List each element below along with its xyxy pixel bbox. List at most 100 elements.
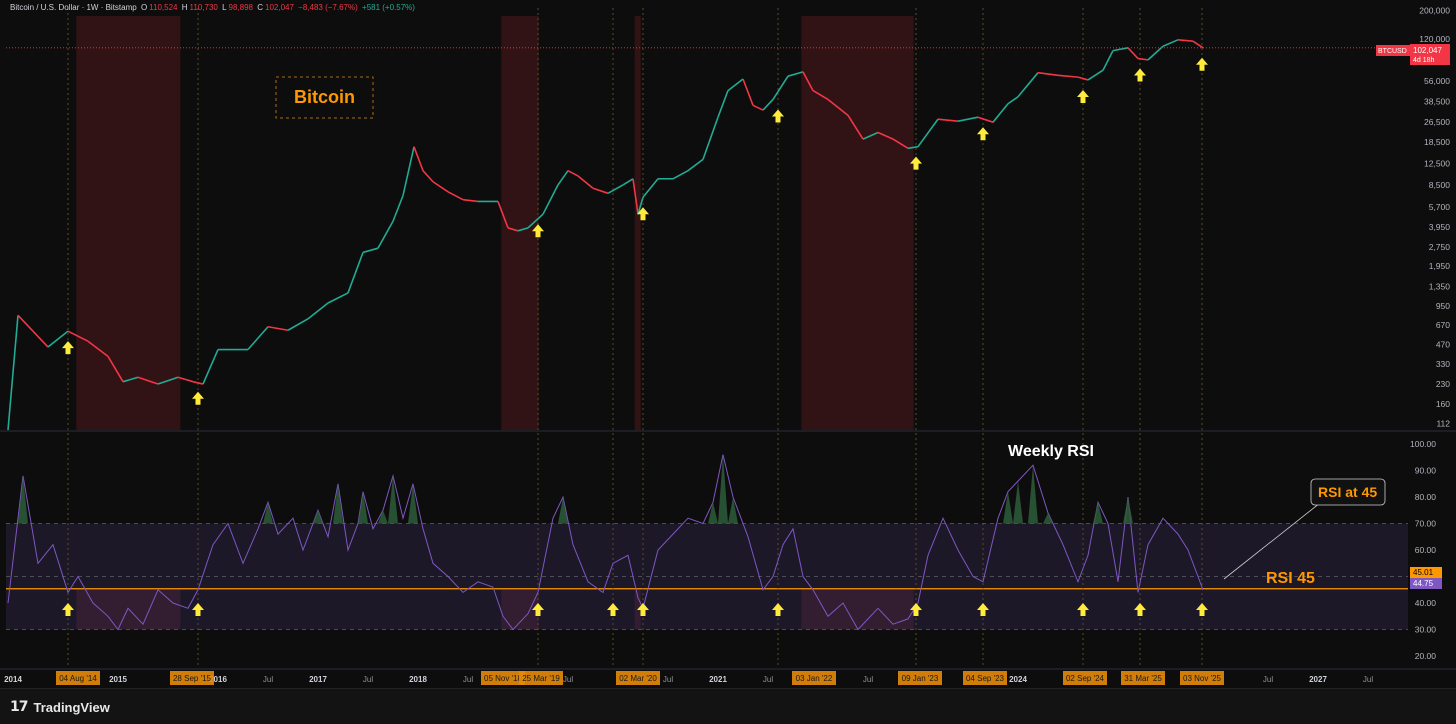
- rsi-overbought-fill: [708, 502, 718, 524]
- price-segment: [1137, 57, 1149, 61]
- price-segment: [717, 90, 729, 118]
- price-axis-tick: 38,500: [1424, 97, 1450, 107]
- price-segment: [107, 355, 124, 383]
- time-axis-label: Jul: [1363, 675, 1373, 684]
- brand-name: TradingView: [33, 699, 110, 715]
- date-tag: [1121, 671, 1165, 685]
- rsi-line: [7, 454, 1204, 631]
- time-axis-label: Jul: [563, 675, 573, 684]
- bitcoin-label: Bitcoin: [294, 87, 355, 107]
- price-segment: [637, 197, 644, 215]
- price-segment: [507, 227, 519, 232]
- rsi-arrow-icon: [977, 603, 989, 616]
- price-segment: [577, 175, 594, 189]
- time-axis-label: 2016: [209, 675, 227, 684]
- price-segment: [7, 315, 19, 431]
- time-axis-label: Jul: [363, 675, 373, 684]
- price-segment: [1102, 50, 1114, 71]
- price-segment: [1162, 39, 1179, 47]
- close-label: C: [257, 3, 264, 12]
- price-axis-tick: 330: [1436, 359, 1450, 369]
- price-segment: [827, 98, 849, 116]
- bear-zone-0: [76, 16, 181, 430]
- price-segment: [1057, 74, 1079, 78]
- rsi-overbought-fill: [408, 483, 418, 524]
- extra-change-value: +581 (+0.57%): [362, 3, 415, 12]
- date-tag-text: 03 Nov '25: [1183, 674, 1222, 683]
- price-segment: [977, 116, 994, 123]
- price-badge: [1410, 44, 1450, 65]
- price-segment: [557, 170, 569, 186]
- price-segment: [772, 75, 789, 100]
- price-segment: [1037, 71, 1059, 77]
- rsi-overbought-fill: [1043, 512, 1053, 524]
- price-segment: [202, 349, 219, 385]
- price-segment: [702, 116, 719, 160]
- price-arrow-icon: [192, 391, 204, 405]
- rsi-arrow-icon: [192, 603, 204, 616]
- rsi-45-label: RSI 45: [1266, 570, 1315, 587]
- price-axis-tick: 950: [1436, 301, 1450, 311]
- rsi-arrow-icon: [607, 603, 619, 616]
- price-axis-tick: 8,500: [1429, 180, 1451, 190]
- price-axis-tick: 18,500: [1424, 137, 1450, 147]
- price-segment: [622, 178, 634, 186]
- price-segment: [957, 116, 979, 122]
- date-tag-text: 09 Jan '23: [902, 674, 939, 683]
- price-segment: [307, 302, 329, 320]
- price-segment: [1192, 40, 1204, 49]
- price-segment: [1127, 47, 1139, 60]
- price-segment: [347, 252, 364, 294]
- rsi-overbought-fill: [728, 497, 738, 524]
- price-segment: [47, 330, 69, 348]
- high-value: 110,730: [189, 3, 218, 12]
- rsi-axis-tick: 30.00: [1415, 625, 1437, 635]
- date-tag-text: 03 Jan '22: [796, 674, 833, 683]
- time-axis-label: 2021: [709, 675, 727, 684]
- price-arrow-icon: [1196, 57, 1208, 71]
- price-segment: [567, 169, 579, 177]
- price-axis-tick: 5,700: [1429, 202, 1451, 212]
- date-tag-text: 25 Mar '19: [522, 674, 560, 683]
- price-axis-tick: 56,000: [1424, 76, 1450, 86]
- date-tag: [170, 671, 214, 685]
- price-segment: [432, 181, 449, 193]
- date-tag: [963, 671, 1007, 685]
- footer-bar: 17 TradingView: [0, 688, 1456, 724]
- time-axis-label: Jul: [863, 675, 873, 684]
- time-axis-label: Jul: [1263, 675, 1273, 684]
- rsi-title: Weekly RSI: [1008, 443, 1094, 460]
- time-axis-label: 2024: [1009, 675, 1027, 684]
- time-axis-label: 2017: [309, 675, 327, 684]
- price-segment: [672, 169, 689, 180]
- price-segment: [447, 191, 464, 201]
- price-segment: [157, 376, 179, 385]
- date-tag-text: 05 Nov '18: [484, 674, 523, 683]
- price-segment: [802, 71, 814, 91]
- rsi-badge-1: [1410, 567, 1442, 578]
- price-arrow-icon: [977, 127, 989, 141]
- rsi-overbought-fill: [378, 510, 388, 524]
- price-segment: [762, 98, 774, 111]
- rsi-badge-2: [1410, 578, 1442, 589]
- time-axis-label: 2018: [409, 675, 427, 684]
- tradingview-brand[interactable]: 17 TradingView: [10, 699, 110, 715]
- price-axis-tick: 470: [1436, 340, 1450, 350]
- rsi-arrow-icon: [1196, 603, 1208, 616]
- time-axis-label: Jul: [463, 675, 473, 684]
- price-segment: [527, 213, 544, 229]
- rsi-axis-tick: 100.00: [1410, 439, 1436, 449]
- price-segment: [812, 89, 829, 101]
- price-segment: [1077, 76, 1089, 81]
- date-tag-text: 31 Mar '25: [1124, 674, 1162, 683]
- bitcoin-label-box: [275, 76, 374, 119]
- rsi-callout-label: RSI at 45: [1318, 484, 1377, 500]
- price-axis-tick: 120,000: [1419, 34, 1450, 44]
- rsi-overbought-fill: [558, 497, 568, 524]
- price-segment: [87, 340, 109, 357]
- rsi-axis-tick: 70.00: [1415, 519, 1437, 529]
- price-segment: [632, 178, 639, 215]
- symbol-badge: [1376, 45, 1410, 56]
